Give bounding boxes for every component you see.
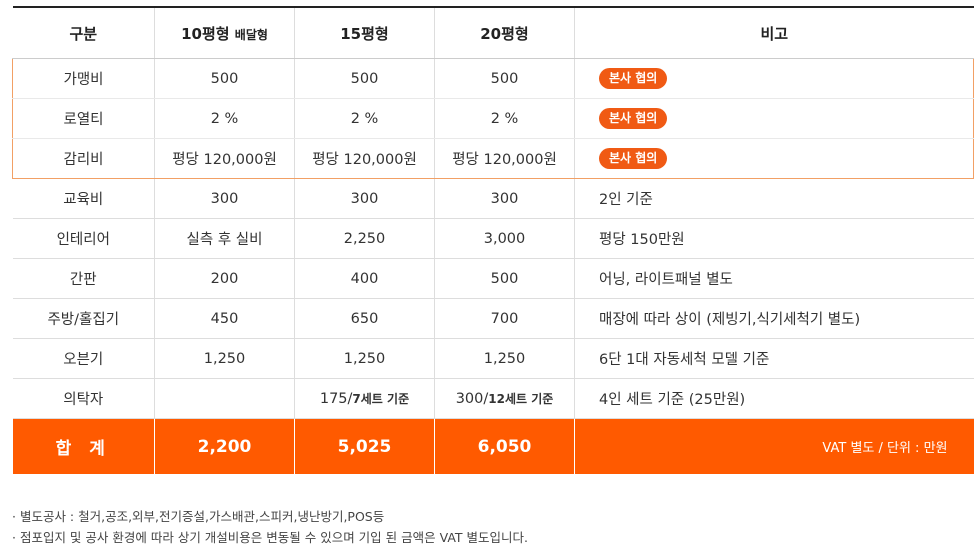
table-row: 가맹비 500 500 500 본사 협의	[12, 58, 974, 99]
consult-badge: 본사 협의	[599, 148, 668, 169]
total-10py: 2,200	[154, 418, 295, 474]
total-note: VAT 별도 / 단위 : 만원	[574, 418, 974, 474]
cell-15py: 175/7세트 기준	[294, 378, 435, 419]
header-20py: 20평형	[434, 6, 575, 59]
table-row: 의탁자 175/7세트 기준 300/12세트 기준 4인 세트 기준 (25만…	[12, 378, 974, 419]
cell-note: 본사 협의	[574, 98, 974, 139]
row-category: 교육비	[12, 178, 155, 219]
row-category: 의탁자	[12, 378, 155, 419]
cell-20py: 3,000	[434, 218, 575, 259]
cell-value: 175/	[319, 391, 353, 407]
header-category: 구분	[12, 6, 155, 59]
cell-10py: 2 %	[154, 98, 295, 139]
cell-20py: 300	[434, 178, 575, 219]
header-label: 10평형	[181, 24, 230, 43]
cell-15py: 650	[294, 298, 435, 339]
table-header-row: 구분 10평형 배달형 15평형 20평형 비고	[12, 6, 974, 59]
header-sub-label: 배달형	[234, 27, 268, 42]
cell-20py: 2 %	[434, 98, 575, 139]
cell-20py: 700	[434, 298, 575, 339]
cell-10py: 300	[154, 178, 295, 219]
startup-cost-table: 구분 10평형 배달형 15평형 20평형 비고 가맹비 500 500 500…	[12, 6, 974, 474]
row-category: 인테리어	[12, 218, 155, 259]
total-label: 합 계	[12, 418, 155, 474]
cell-note: 6단 1대 자동세척 모델 기준	[574, 338, 974, 379]
total-20py: 6,050	[434, 418, 575, 474]
table-row: 인테리어 실측 후 실비 2,250 3,000 평당 150만원	[12, 218, 974, 259]
cell-value-suffix: 12세트 기준	[488, 392, 554, 406]
cell-15py: 1,250	[294, 338, 435, 379]
cell-15py: 400	[294, 258, 435, 299]
row-category: 가맹비	[12, 58, 155, 99]
cell-note: 본사 협의	[574, 58, 974, 99]
consult-badge: 본사 협의	[599, 68, 668, 89]
cell-10py	[154, 378, 295, 419]
header-10py: 10평형 배달형	[154, 6, 295, 59]
cell-15py: 평당 120,000원	[294, 138, 435, 179]
cell-note: 매장에 따라 상이 (제빙기,식기세척기 별도)	[574, 298, 974, 339]
footnotes: · 별도공사 : 철거,공조,외부,전기증설,가스배관,스피커,냉난방기,POS…	[12, 506, 528, 548]
cell-10py: 500	[154, 58, 295, 99]
footnote-vat-notice: · 점포입지 및 공사 환경에 따라 상기 개설비용은 변동될 수 있으며 기입…	[12, 530, 529, 545]
cell-10py: 평당 120,000원	[154, 138, 295, 179]
cell-10py: 실측 후 실비	[154, 218, 295, 259]
cell-20py: 500	[434, 58, 575, 99]
header-label: 비고	[760, 24, 789, 43]
cell-value: 300/	[455, 391, 489, 407]
header-label: 15평형	[340, 24, 389, 43]
table-row: 감리비 평당 120,000원 평당 120,000원 평당 120,000원 …	[12, 138, 974, 179]
cell-note: 4인 세트 기준 (25만원)	[574, 378, 974, 419]
table-row: 오븐기 1,250 1,250 1,250 6단 1대 자동세척 모델 기준	[12, 338, 974, 379]
cell-10py: 1,250	[154, 338, 295, 379]
cell-20py: 1,250	[434, 338, 575, 379]
cell-20py: 500	[434, 258, 575, 299]
cell-note: 평당 150만원	[574, 218, 974, 259]
cell-note: 어닝, 라이트패널 별도	[574, 258, 974, 299]
row-category: 주방/홀집기	[12, 298, 155, 339]
cell-20py: 평당 120,000원	[434, 138, 575, 179]
row-category: 로열티	[12, 98, 155, 139]
row-category: 간판	[12, 258, 155, 299]
total-15py: 5,025	[294, 418, 435, 474]
cell-20py: 300/12세트 기준	[434, 378, 575, 419]
table-row: 교육비 300 300 300 2인 기준	[12, 178, 974, 219]
cell-note: 2인 기준	[574, 178, 974, 219]
header-15py: 15평형	[294, 6, 435, 59]
cell-value-suffix: 7세트 기준	[352, 392, 410, 406]
cell-10py: 450	[154, 298, 295, 339]
row-category: 감리비	[12, 138, 155, 179]
row-category: 오븐기	[12, 338, 155, 379]
footnote-separate-work: · 별도공사 : 철거,공조,외부,전기증설,가스배관,스피커,냉난방기,POS…	[12, 509, 385, 524]
table-row: 주방/홀집기 450 650 700 매장에 따라 상이 (제빙기,식기세척기 …	[12, 298, 974, 339]
header-label: 구분	[69, 24, 98, 43]
table-row: 간판 200 400 500 어닝, 라이트패널 별도	[12, 258, 974, 299]
total-row: 합 계 2,200 5,025 6,050 VAT 별도 / 단위 : 만원	[12, 418, 974, 474]
startup-cost-table-wrapper: 구분 10평형 배달형 15평형 20평형 비고 가맹비 500 500 500…	[12, 6, 974, 474]
cell-10py: 200	[154, 258, 295, 299]
consult-badge: 본사 협의	[599, 108, 668, 129]
cell-note: 본사 협의	[574, 138, 974, 179]
header-note: 비고	[574, 6, 974, 59]
cell-15py: 2 %	[294, 98, 435, 139]
cell-15py: 2,250	[294, 218, 435, 259]
cell-15py: 300	[294, 178, 435, 219]
header-label: 20평형	[480, 24, 529, 43]
table-row: 로열티 2 % 2 % 2 % 본사 협의	[12, 98, 974, 139]
cell-15py: 500	[294, 58, 435, 99]
